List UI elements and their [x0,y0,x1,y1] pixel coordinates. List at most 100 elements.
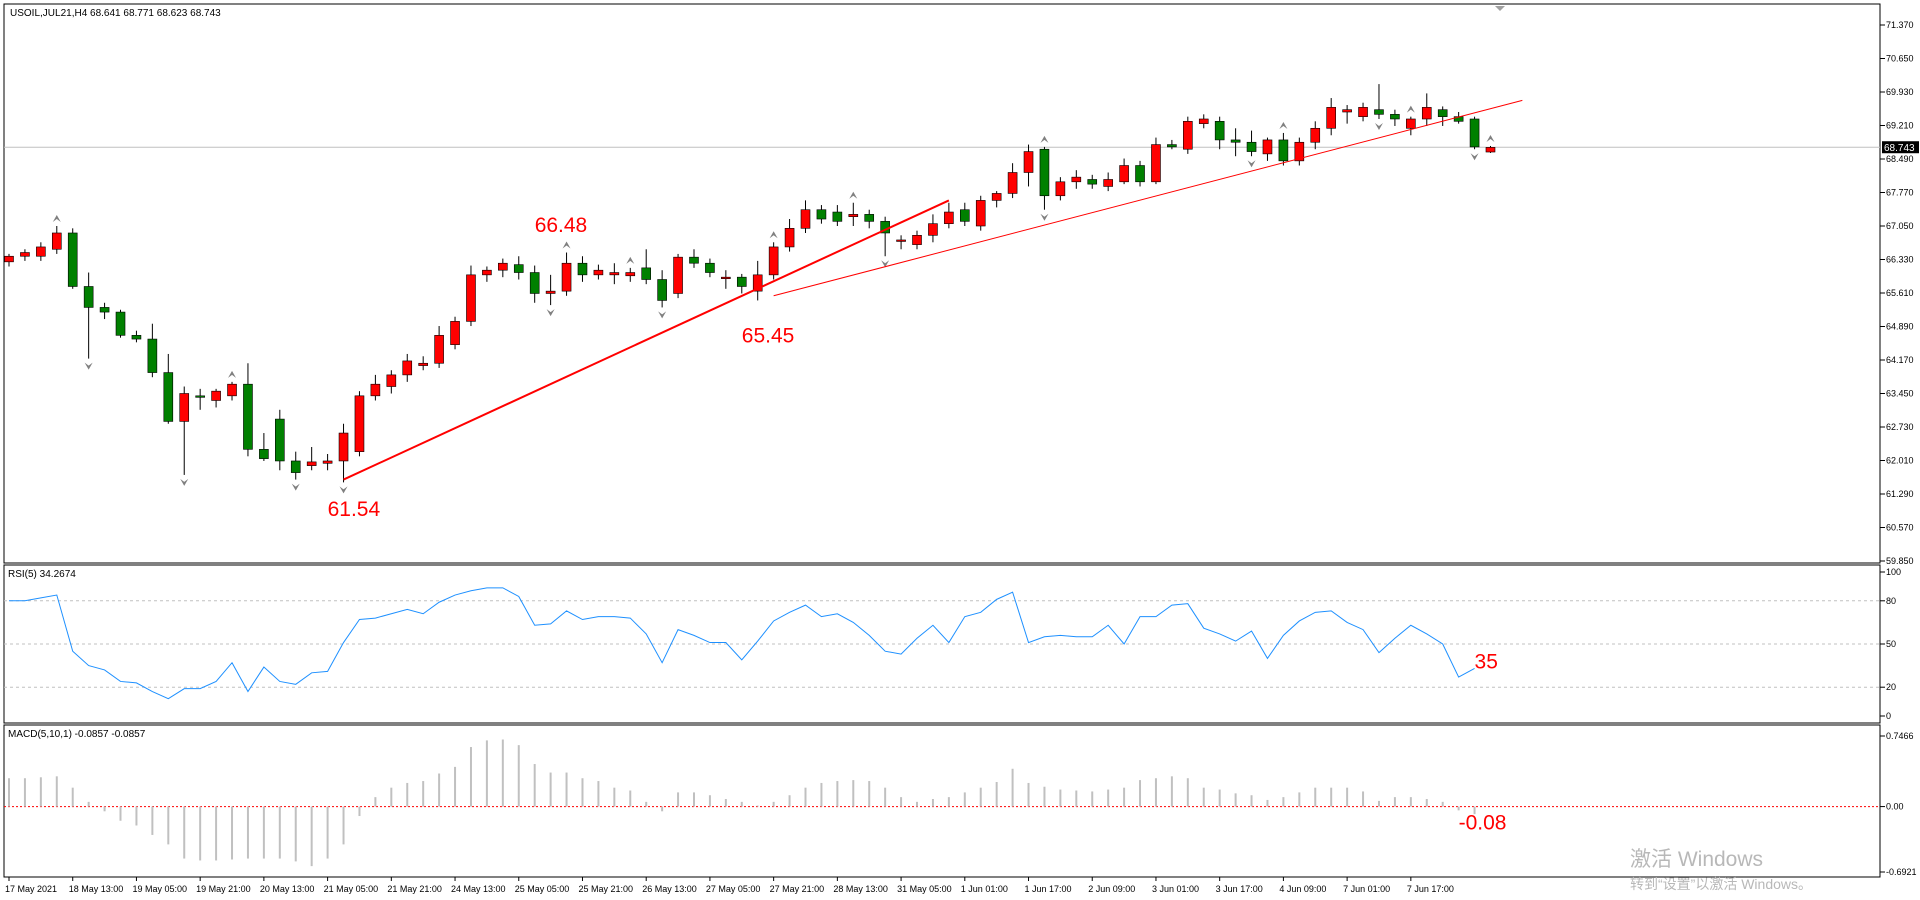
candle-body [1246,141,1257,152]
candle-body [784,228,795,248]
fractal-up-icon [769,231,778,239]
fractal-up-icon [228,370,237,378]
price-tick-label: 68.490 [1886,154,1914,164]
candle-body [147,338,158,373]
candle-body [1358,107,1368,117]
time-tick-label: 7 Jun 17:00 [1407,884,1454,894]
candle-body [1406,118,1416,129]
price-tick-label: 60.570 [1886,523,1914,533]
candle-body [959,209,970,222]
candle-body [1326,107,1336,129]
price-tick-label: 67.050 [1886,221,1914,231]
candle-body [1151,144,1161,183]
candle-body [625,272,636,277]
price-tick-label: 63.450 [1886,389,1914,399]
candle-body [83,286,94,308]
candle-body [36,246,46,257]
time-tick-label: 27 May 21:00 [770,884,825,894]
candle-body [864,214,875,222]
watermark-line2: 转到“设置”以激活 Windows。 [1630,876,1812,892]
rsi-tick-label: 100 [1886,567,1901,577]
candle-body [1421,107,1432,120]
time-tick-label: 26 May 13:00 [642,884,697,894]
candle-body [1294,141,1305,162]
candle-body [179,393,190,422]
trendline [773,99,1523,297]
time-tick-label: 4 Jun 09:00 [1279,884,1326,894]
price-panel-frame [3,3,1881,564]
time-tick-label: 17 May 2021 [5,884,57,894]
time-tick-label: 18 May 13:00 [69,884,124,894]
price-tick-label: 71.370 [1886,20,1914,30]
candle-body [386,374,397,387]
candle-body [1437,109,1448,117]
candle-body [991,193,1002,201]
candle-body [561,262,572,292]
time-tick-label: 1 Jun 17:00 [1025,884,1072,894]
candle-body [338,432,349,462]
macd-axis: 0.7466 0.00 -0.6921 [1880,731,1917,877]
fractal-up-icon [626,256,635,264]
candle-body [1183,121,1193,150]
fractal-down-icon [658,311,667,319]
candle-body [928,223,938,236]
macd-tick-label: 0.00 [1886,802,1904,812]
candle-body [1071,176,1082,183]
candle-body [1167,144,1177,148]
candle-body [1485,147,1496,153]
fractal-down-icon [546,309,555,317]
candle-body [275,418,285,462]
candle-body [402,360,413,376]
fractal-down-icon [1374,122,1383,130]
rsi-grid [4,600,1880,688]
trendlines [343,99,1523,481]
candle-body [1278,139,1289,162]
current-price-tag [1882,141,1919,154]
price-tick-label: 65.610 [1886,288,1914,298]
candle-body [800,209,811,229]
price-tick-label: 64.890 [1886,322,1914,332]
price-tick-label: 64.170 [1886,355,1914,365]
candle-body [896,239,906,242]
candle-body [1023,151,1034,173]
candle-body [1374,109,1384,115]
price-tick-label: 62.010 [1886,456,1914,466]
candle-body [482,269,492,276]
price-tick-label: 61.290 [1886,489,1914,499]
candle-body [944,211,954,224]
time-tick-label: 19 May 05:00 [132,884,187,894]
price-tick-label: 59.850 [1886,556,1914,566]
price-axis: 71.370 70.650 69.930 69.210 68.490 67.770 67.0… [1880,20,1914,566]
macd-panel-frame [3,724,1881,878]
candle-body [259,449,269,459]
time-tick-label: 24 May 13:00 [451,884,506,894]
candle-body [975,200,986,227]
candle-body [195,395,205,398]
price-tick-label: 69.930 [1886,87,1914,97]
annotation-label: 65.45 [742,324,795,347]
fractal-down-icon [291,483,300,491]
price-tick-label: 67.770 [1886,188,1914,198]
fractal-down-icon [180,478,189,486]
fractal-up-icon [1486,134,1495,142]
time-axis: 17 May 2021 18 May 13:00 19 May 05:00 19 Ma… [5,877,1454,894]
rsi-tick-label: 0 [1886,711,1891,721]
candle-body [593,269,604,276]
candle-body [418,362,428,366]
rsi-tick-label: 20 [1886,682,1896,692]
candle-body [131,335,142,340]
candle-body [1087,179,1098,185]
candle-body [4,255,14,263]
candle-body [1055,181,1066,197]
candle-body [689,256,699,264]
time-tick-label: 28 May 13:00 [833,884,888,894]
rsi-axis: 100 80 50 20 0 [1880,567,1901,721]
price-tick-label: 62.730 [1886,422,1914,432]
time-tick-label: 31 May 05:00 [897,884,952,894]
candle-body [1310,127,1321,143]
price-annotations: 66.48 65.45 61.54 35 -0.08 [328,214,1507,834]
price-tick-label: 66.330 [1886,255,1914,265]
fractal-down-icon [339,486,348,494]
candle-body [1214,121,1225,141]
time-tick-label: 1 Jun 01:00 [961,884,1008,894]
